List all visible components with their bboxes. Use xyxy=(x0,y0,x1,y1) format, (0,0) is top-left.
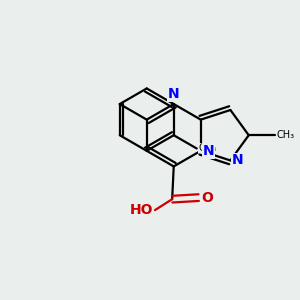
Text: CH₃: CH₃ xyxy=(277,130,295,140)
Text: O: O xyxy=(201,190,213,205)
Text: CH₃: CH₃ xyxy=(198,143,216,154)
Text: N: N xyxy=(168,87,179,101)
Text: N: N xyxy=(232,154,244,167)
Text: N: N xyxy=(202,144,214,158)
Text: HO: HO xyxy=(130,203,153,217)
